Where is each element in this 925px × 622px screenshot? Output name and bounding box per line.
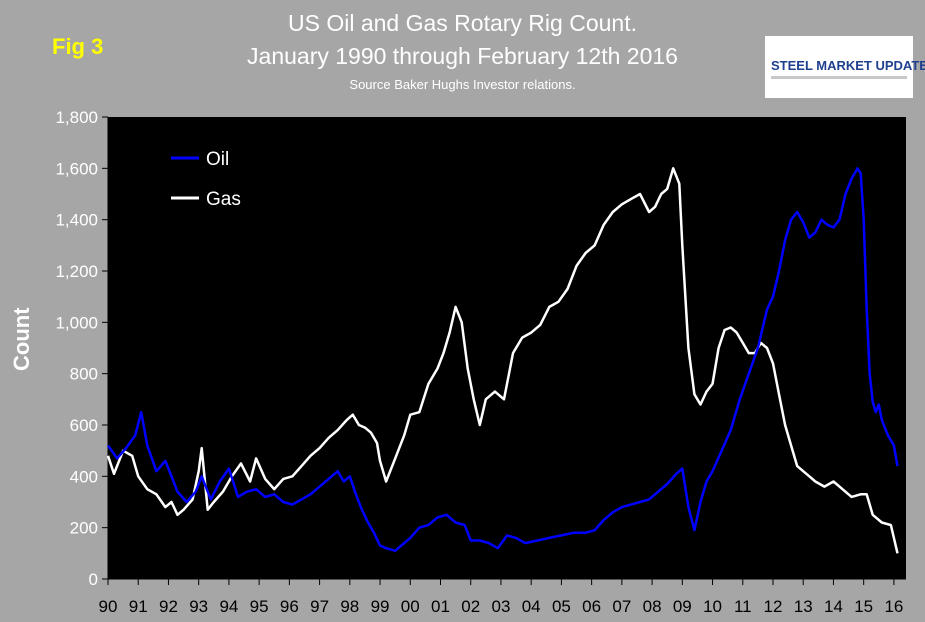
x-tick-label: 11 xyxy=(734,597,752,616)
x-tick-label: 02 xyxy=(461,597,480,616)
x-tick-label: 96 xyxy=(280,597,299,616)
x-tick-label: 00 xyxy=(401,597,420,616)
logo-underline xyxy=(771,76,907,79)
logo-text: STEEL MARKET UPDATE xyxy=(771,58,925,73)
x-tick-label: 09 xyxy=(673,597,692,616)
x-tick-label: 12 xyxy=(764,597,783,616)
y-tick-label: 200 xyxy=(70,519,98,538)
chart-subtitle: Source Baker Hughs Investor relations. xyxy=(349,77,576,92)
y-tick-label: 0 xyxy=(89,570,98,589)
y-tick-label: 1,000 xyxy=(55,313,98,332)
x-tick-label: 07 xyxy=(612,597,631,616)
x-tick-label: 03 xyxy=(491,597,510,616)
y-tick-label: 800 xyxy=(70,365,98,384)
x-tick-label: 08 xyxy=(643,597,662,616)
x-tick-label: 04 xyxy=(522,597,541,616)
y-tick-label: 1,200 xyxy=(55,262,98,281)
x-tick-label: 10 xyxy=(703,597,722,616)
y-tick-label: 1,800 xyxy=(55,108,98,127)
x-axis: 90 91 92 93 94 95 96 97 98 99 00 01 02 03 04 05 06 07 08 09… xyxy=(99,578,906,616)
series-line-gas xyxy=(106,167,899,554)
x-tick-label: 15 xyxy=(854,597,873,616)
x-tick-label: 95 xyxy=(250,597,269,616)
y-tick-label: 1,600 xyxy=(55,159,98,178)
steel-market-update-logo: STEEL MARKET UPDATE xyxy=(765,36,925,98)
series-line-oil xyxy=(106,167,899,553)
y-tick-label: 400 xyxy=(70,467,98,486)
y-tick-label: 1,400 xyxy=(55,211,98,230)
x-tick-label: 06 xyxy=(582,597,601,616)
y-axis: 0 200 400 600 800 1,000 1,200 1,400 1,600 1,800 xyxy=(55,108,109,589)
legend-label-oil: Oil xyxy=(206,149,229,170)
chart-title-line-2: January 1990 through February 12th 2016 xyxy=(247,43,678,69)
x-tick-label: 98 xyxy=(340,597,359,616)
x-tick-label: 92 xyxy=(159,597,178,616)
figure-label: Fig 3 xyxy=(52,34,104,59)
x-tick-label: 97 xyxy=(310,597,329,616)
x-tick-label: 99 xyxy=(371,597,390,616)
y-tick-label: 600 xyxy=(70,416,98,435)
x-tick-label: 90 xyxy=(99,597,118,616)
x-tick-label: 05 xyxy=(552,597,571,616)
plot-area xyxy=(108,117,906,579)
x-tick-label: 16 xyxy=(884,597,903,616)
x-tick-label: 94 xyxy=(219,597,238,616)
y-axis-label: Count xyxy=(9,307,34,371)
series-layer xyxy=(106,167,899,554)
x-tick-label: 93 xyxy=(189,597,208,616)
x-tick-label: 13 xyxy=(794,597,813,616)
chart-title-line-1: US Oil and Gas Rotary Rig Count. xyxy=(288,10,637,36)
legend-label-gas: Gas xyxy=(206,189,241,210)
x-tick-label: 14 xyxy=(824,597,843,616)
x-tick-label: 01 xyxy=(431,597,450,616)
x-tick-label: 91 xyxy=(129,597,148,616)
legend: Oil Gas xyxy=(171,149,241,210)
